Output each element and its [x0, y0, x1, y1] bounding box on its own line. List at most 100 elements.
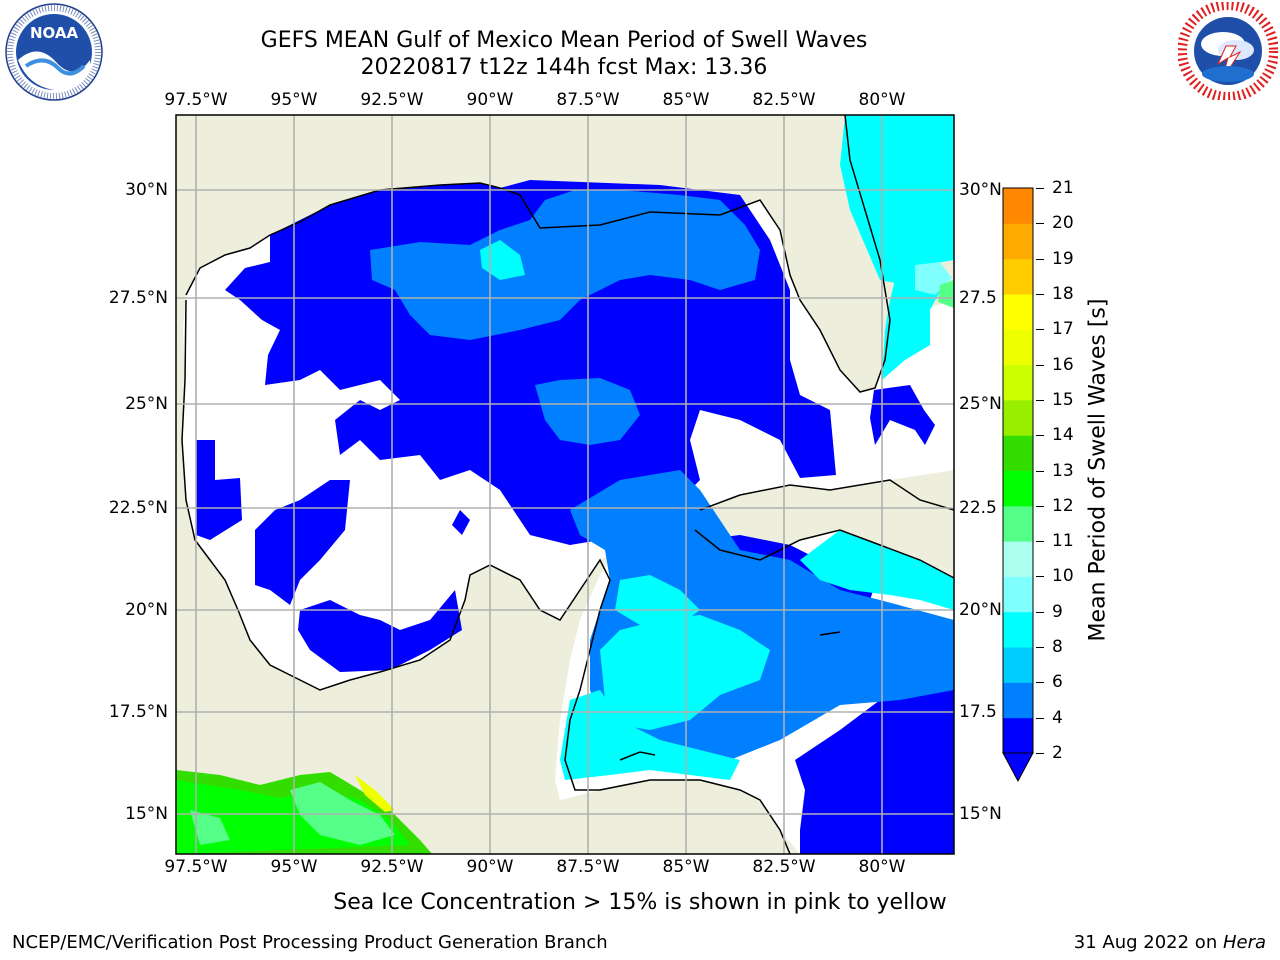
colorbar	[1002, 187, 1034, 783]
colorbar-tick-mark	[1036, 188, 1044, 189]
lat-tick-left: 20°N	[125, 600, 168, 620]
colorbar-tick-label: 13	[1052, 460, 1074, 481]
noaa-logo: NOAA	[5, 3, 103, 101]
colorbar-tick-label: 8	[1052, 637, 1063, 658]
swell-9-10s-east	[938, 280, 954, 308]
lat-tick-left: 17.5°N	[108, 702, 168, 722]
gridlines	[176, 115, 954, 854]
lat-tick-right: 30°N	[959, 180, 1002, 200]
lon-tick-top: 80°W	[858, 90, 906, 110]
lat-tick-right: 25°N	[959, 394, 1002, 414]
colorbar-segment	[1003, 435, 1033, 471]
colorbar-tick-mark	[1036, 753, 1044, 754]
lat-tick-left: 27.5°N	[108, 288, 168, 308]
colorbar-segment	[1003, 364, 1033, 401]
colorbar-segment	[1003, 470, 1033, 507]
colorbar-tick-mark	[1036, 223, 1044, 225]
colorbar-segment	[1003, 647, 1033, 683]
colorbar-tick-label: 6	[1052, 672, 1063, 693]
colorbar-tick-label: 21	[1052, 178, 1074, 198]
lat-tick-right: 27.5	[959, 288, 997, 308]
colorbar-tick-label: 18	[1052, 283, 1074, 304]
lon-tick-bottom: 80°W	[858, 857, 906, 877]
colorbar-extend-arrow	[1002, 752, 1034, 783]
chart-title: GEFS MEAN Gulf of Mexico Mean Period of …	[260, 28, 868, 53]
colorbar-tick-label: 11	[1052, 531, 1074, 552]
lat-tick-left: 25°N	[125, 394, 168, 414]
colorbar-tick-label: 14	[1052, 425, 1074, 446]
colorbar-tick-mark	[1036, 435, 1044, 437]
colorbar-segment	[1003, 717, 1033, 754]
lat-tick-right: 20°N	[959, 600, 1002, 620]
colorbar-segment	[1003, 682, 1033, 719]
lon-tick-top: 92.5°W	[360, 90, 424, 110]
colorbar-segment	[1003, 505, 1033, 542]
colorbar-segment	[1003, 329, 1033, 366]
colorbar-tick-label: 20	[1052, 213, 1074, 234]
nws-logo	[1178, 2, 1278, 100]
lon-tick-bottom: 87.5°W	[556, 857, 620, 877]
colorbar-tick-mark	[1036, 364, 1044, 366]
colorbar-tick-mark	[1036, 258, 1044, 260]
map-frame	[175, 114, 955, 855]
colorbar-tick-mark	[1036, 399, 1044, 401]
lat-tick-right: 22.5	[959, 498, 997, 518]
colorbar-tick-label: 19	[1052, 248, 1074, 269]
sea-ice-note: Sea Ice Concentration > 15% is shown in …	[333, 890, 947, 915]
colorbar-tick-mark	[1036, 470, 1044, 472]
colorbar-tick-mark	[1036, 576, 1044, 578]
lat-tick-right: 17.5	[959, 702, 997, 722]
lat-tick-right: 15°N	[959, 804, 1002, 824]
lon-tick-top: 85°W	[662, 90, 710, 110]
lon-tick-bottom: 97.5°W	[164, 857, 228, 877]
pacific-swell	[176, 770, 432, 854]
colorbar-tick-label: 17	[1052, 319, 1074, 340]
lat-tick-left: 22.5°N	[108, 498, 168, 518]
footer-host: Hera	[1222, 932, 1266, 953]
lon-tick-bottom: 95°W	[270, 857, 318, 877]
colorbar-segment	[1003, 258, 1033, 295]
colorbar-tick-label: 16	[1052, 354, 1074, 375]
colorbar-segment	[1003, 399, 1033, 436]
lat-tick-left: 15°N	[125, 804, 168, 824]
noaa-logo-text: NOAA	[30, 24, 79, 42]
coastline	[181, 115, 954, 854]
colorbar-frame	[1002, 187, 1034, 754]
colorbar-segments	[1003, 188, 1033, 754]
footer-date-text: 31 Aug 2022 on	[1073, 932, 1223, 953]
colorbar-segment	[1003, 576, 1033, 613]
colorbar-tick-label: 9	[1052, 601, 1063, 622]
swell-6-8s	[480, 115, 954, 780]
lon-tick-top: 95°W	[270, 90, 318, 110]
colorbar-tick-mark	[1036, 541, 1044, 543]
colorbar-label: Mean Period of Swell Waves [s]	[1085, 298, 1111, 642]
footer-credit: NCEP/EMC/Verification Post Processing Pr…	[12, 932, 608, 953]
colorbar-segment	[1003, 223, 1033, 260]
colorbar-tick-label: 15	[1052, 389, 1074, 410]
colorbar-segment	[1003, 611, 1033, 648]
lon-tick-bottom: 92.5°W	[360, 857, 424, 877]
lon-tick-top: 97.5°W	[164, 90, 228, 110]
colorbar-tick-mark	[1036, 647, 1044, 649]
lon-tick-top: 82.5°W	[752, 90, 816, 110]
lon-tick-top: 87.5°W	[556, 90, 620, 110]
colorbar-segment	[1003, 188, 1033, 224]
footer-date: 31 Aug 2022 on Hera	[1074, 932, 1266, 953]
colorbar-tick-mark	[1036, 682, 1044, 684]
chart-subtitle: 20220817 t12z 144h fcst Max: 13.36	[360, 55, 768, 80]
lon-tick-bottom: 85°W	[662, 857, 710, 877]
lon-tick-top: 90°W	[466, 90, 514, 110]
colorbar-tick-mark	[1036, 717, 1044, 719]
colorbar-tick-mark	[1036, 329, 1044, 331]
colorbar-tick-label: 2	[1052, 743, 1063, 763]
colorbar-tick-mark	[1036, 611, 1044, 613]
lon-tick-bottom: 82.5°W	[752, 857, 816, 877]
colorbar-segment	[1003, 293, 1033, 330]
lon-tick-bottom: 90°W	[466, 857, 514, 877]
colorbar-segment	[1003, 541, 1033, 577]
lat-tick-left: 30°N	[125, 180, 168, 200]
colorbar-tick-label: 10	[1052, 566, 1074, 587]
colorbar-tick-mark	[1036, 293, 1044, 295]
colorbar-tick-mark	[1036, 505, 1044, 507]
